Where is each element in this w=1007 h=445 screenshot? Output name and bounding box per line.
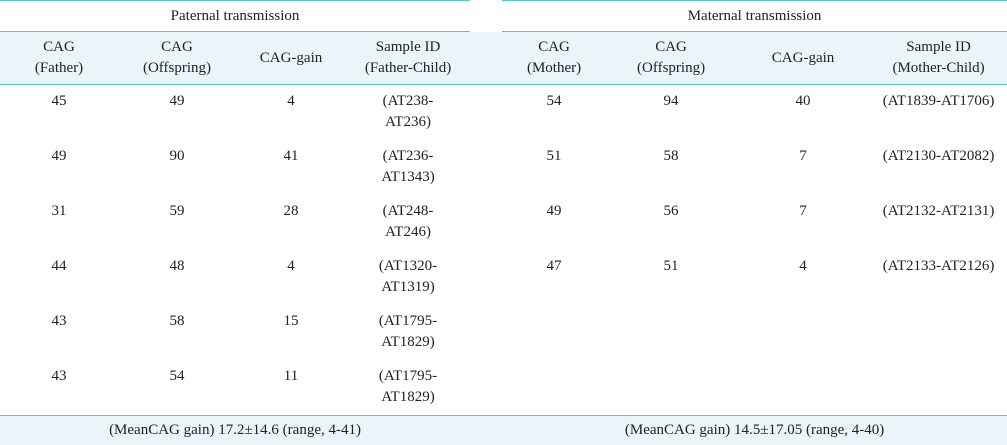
maternal-offspring-cag: 51 xyxy=(663,258,679,274)
maternal-parent-cag: 49 xyxy=(546,203,562,219)
header-cag-offspring-maternal: CAG (Offspring) xyxy=(606,31,737,85)
paternal-cag-gain: 4 xyxy=(287,93,295,109)
column-header-row: CAG (Father) CAG (Offspring) CAG-gain Samp… xyxy=(0,31,1007,85)
paternal-offspring-cag: 90 xyxy=(169,148,185,164)
header-cag-mother: CAG (Mother) xyxy=(502,31,607,85)
paternal-group-title: Paternal transmission xyxy=(0,0,471,32)
maternal-sample-id: (AT2130-AT2082) xyxy=(882,148,995,164)
paternal-offspring-cag: 54 xyxy=(169,368,185,384)
paternal-mean-gain: (MeanCAG gain) 17.2±14.6 (range, 4-41) xyxy=(0,415,471,445)
maternal-cag-gain: 40 xyxy=(795,93,811,109)
header-cag-offspring-paternal: CAG (Offspring) xyxy=(118,31,236,85)
paternal-sample-id: (AT1795- AT1829) xyxy=(378,368,438,405)
paternal-offspring-cag: 49 xyxy=(169,93,185,109)
paternal-sample-id: (AT236- AT1343) xyxy=(381,148,435,185)
paternal-sample-id: (AT1320- AT1319) xyxy=(378,258,438,295)
table-row: 31 59 28 (AT248- AT246) 49 56 7 (AT2132-A… xyxy=(0,195,1007,250)
header-cag-gain-maternal: CAG-gain xyxy=(736,31,871,85)
paternal-cag-gain: 4 xyxy=(287,258,295,274)
maternal-cag-gain: 7 xyxy=(799,203,807,219)
header-cag-gain-paternal: CAG-gain xyxy=(236,31,346,85)
table-row: 43 54 11 (AT1795- AT1829) xyxy=(0,360,1007,415)
paternal-sample-id: (AT238- AT236) xyxy=(382,93,434,130)
maternal-parent-cag: 51 xyxy=(546,148,562,164)
maternal-sample-id: (AT2132-AT2131) xyxy=(882,203,995,219)
maternal-cag-gain: 4 xyxy=(799,258,807,274)
paternal-parent-cag: 49 xyxy=(51,148,67,164)
maternal-sample-id: (AT1839-AT1706) xyxy=(882,93,995,109)
maternal-mean-gain: (MeanCAG gain) 14.5±17.05 (range, 4-40) xyxy=(502,415,1007,445)
paternal-offspring-cag: 48 xyxy=(169,258,185,274)
maternal-group-title: Maternal transmission xyxy=(502,0,1007,32)
maternal-parent-cag: 47 xyxy=(546,258,562,274)
table-row: 49 90 41 (AT236- AT1343) 51 58 7 (AT2130-… xyxy=(0,140,1007,195)
summary-row: (MeanCAG gain) 17.2±14.6 (range, 4-41) (… xyxy=(0,415,1007,445)
paternal-cag-gain: 15 xyxy=(283,313,299,329)
paternal-sample-id: (AT1795- AT1829) xyxy=(378,313,438,350)
group-header-row: Paternal transmission Maternal transmiss… xyxy=(0,0,1007,32)
maternal-cag-gain: 7 xyxy=(799,148,807,164)
paternal-cag-gain: 11 xyxy=(283,368,299,384)
paternal-parent-cag: 31 xyxy=(51,203,67,219)
table-row: 44 48 4 (AT1320- AT1319) 47 51 4 (AT2133-… xyxy=(0,250,1007,305)
header-cag-father: CAG (Father) xyxy=(0,31,118,85)
paternal-cag-gain: 41 xyxy=(283,148,299,164)
maternal-offspring-cag: 56 xyxy=(663,203,679,219)
header-sample-id-mother-child: Sample ID (Mother-Child) xyxy=(870,31,1007,85)
paternal-parent-cag: 45 xyxy=(51,93,67,109)
paternal-offspring-cag: 58 xyxy=(169,313,185,329)
paternal-cag-gain: 28 xyxy=(283,203,299,219)
paternal-offspring-cag: 59 xyxy=(169,203,185,219)
paternal-sample-id: (AT248- AT246) xyxy=(382,203,434,240)
maternal-sample-id: (AT2133-AT2126) xyxy=(882,258,995,274)
maternal-parent-cag: 54 xyxy=(546,93,562,109)
maternal-offspring-cag: 94 xyxy=(663,93,679,109)
table-row: 45 49 4 (AT238- AT236) 54 94 40 (AT1839-A… xyxy=(0,85,1007,141)
paternal-parent-cag: 43 xyxy=(51,368,67,384)
table-row: 43 58 15 (AT1795- AT1829) xyxy=(0,305,1007,360)
maternal-offspring-cag: 58 xyxy=(663,148,679,164)
header-sample-id-father-child: Sample ID (Father-Child) xyxy=(346,31,471,85)
paternal-parent-cag: 43 xyxy=(51,313,67,329)
paternal-parent-cag: 44 xyxy=(51,258,67,274)
